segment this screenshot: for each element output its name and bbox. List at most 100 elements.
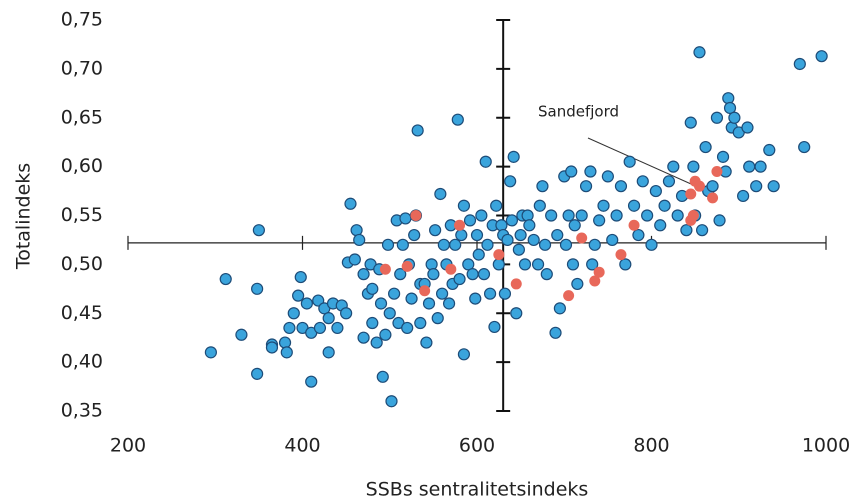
point xyxy=(512,243,525,256)
annotation-line xyxy=(587,137,701,189)
point xyxy=(507,150,520,163)
point xyxy=(470,228,484,242)
point xyxy=(566,258,580,271)
x-tick-label: 600 xyxy=(459,435,495,457)
point xyxy=(265,341,279,354)
point xyxy=(408,228,421,242)
point xyxy=(466,268,479,281)
point xyxy=(531,258,545,271)
point xyxy=(662,175,676,188)
point xyxy=(685,188,697,200)
point xyxy=(553,302,566,315)
point xyxy=(449,238,462,251)
point xyxy=(283,321,296,335)
point xyxy=(401,260,413,272)
point xyxy=(394,268,407,281)
point xyxy=(381,238,395,251)
point xyxy=(545,209,558,222)
point xyxy=(549,326,562,339)
point xyxy=(696,224,709,237)
point xyxy=(559,238,573,251)
point xyxy=(575,209,588,222)
point xyxy=(366,316,379,330)
point xyxy=(410,210,422,221)
point xyxy=(562,209,575,222)
point xyxy=(722,92,735,105)
y-tick-label: 0,40 xyxy=(61,351,103,373)
point xyxy=(743,160,756,173)
point xyxy=(493,249,505,261)
point xyxy=(523,219,536,232)
point xyxy=(251,367,264,380)
point xyxy=(353,233,366,247)
point xyxy=(505,214,518,227)
point xyxy=(606,233,619,247)
point xyxy=(219,272,232,286)
point xyxy=(750,180,763,193)
point xyxy=(431,312,444,325)
point xyxy=(589,275,601,287)
point xyxy=(379,263,391,275)
point xyxy=(728,111,741,124)
point xyxy=(454,219,466,231)
y-tick-label: 0,35 xyxy=(61,400,103,422)
annotation: Sandefjord xyxy=(538,103,619,121)
point xyxy=(436,287,449,300)
point xyxy=(510,278,522,290)
point xyxy=(586,258,599,271)
point xyxy=(510,307,523,320)
point xyxy=(300,297,313,310)
point xyxy=(671,209,684,222)
point xyxy=(427,268,440,281)
point xyxy=(370,336,383,349)
point xyxy=(472,248,485,261)
point xyxy=(425,258,438,271)
point xyxy=(593,214,606,227)
y-tick-label: 0,75 xyxy=(61,9,103,31)
point xyxy=(533,199,546,212)
point xyxy=(763,143,776,157)
point xyxy=(457,199,471,212)
point xyxy=(379,328,392,341)
point xyxy=(636,175,649,188)
point xyxy=(527,233,540,247)
point xyxy=(723,101,737,115)
x-axis-label: SSBs sentralitetsindeks xyxy=(366,479,589,501)
point xyxy=(568,219,581,232)
point xyxy=(477,268,491,281)
y-tick-label: 0,65 xyxy=(61,106,103,128)
point xyxy=(457,348,471,361)
point xyxy=(563,290,575,302)
point xyxy=(492,258,505,271)
point xyxy=(495,219,508,232)
x-tick-label: 200 xyxy=(110,435,146,457)
y-tick-label: 0,70 xyxy=(61,57,103,79)
point xyxy=(322,346,335,359)
point xyxy=(693,46,706,59)
point xyxy=(331,321,344,335)
point xyxy=(462,258,475,271)
point xyxy=(623,155,636,168)
x-tick-label: 800 xyxy=(633,435,669,457)
point xyxy=(490,199,503,212)
point xyxy=(628,219,640,231)
point xyxy=(514,228,527,242)
point xyxy=(579,180,593,193)
point xyxy=(685,214,697,226)
point xyxy=(504,175,517,188)
point xyxy=(445,263,457,275)
y-tick-label: 0,45 xyxy=(61,302,103,324)
point xyxy=(414,316,427,330)
point xyxy=(713,214,726,227)
point xyxy=(451,113,464,126)
point xyxy=(798,140,811,154)
point xyxy=(658,199,671,212)
point xyxy=(388,287,401,300)
point xyxy=(385,395,398,408)
point xyxy=(680,224,693,237)
point xyxy=(667,160,680,173)
point xyxy=(399,212,412,225)
point xyxy=(615,249,627,261)
point xyxy=(348,253,361,266)
